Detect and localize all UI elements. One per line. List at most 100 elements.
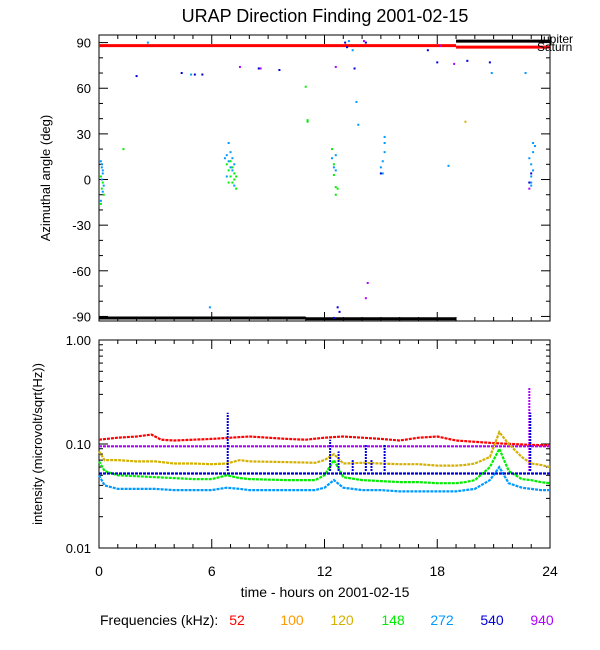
azimuth-point [259,67,262,70]
azimuth-point [447,164,450,167]
azimuth-point [379,166,382,169]
azimuth-point [229,151,232,154]
azimuth-point [530,181,533,184]
azimuth-point [235,175,238,178]
azimuth-point [100,187,103,190]
azimuth-point [426,49,429,52]
azimuth-point [100,178,103,181]
azimuth-point [530,172,533,175]
azimuth-point [332,173,335,176]
intensity-series [98,387,551,493]
azimuth-point [366,281,369,284]
azimuth-point [227,181,230,184]
azimuth-point [334,193,337,196]
azimuth-point [530,184,533,187]
intensity-series-line [98,465,550,493]
azimuth-point [524,72,527,75]
azimuth-point [223,157,226,160]
azimuth-point [231,181,234,184]
azimuth-ticks: -90 -60 -30 0 30 60 90 [72,35,551,324]
x-tick-label: 24 [542,563,558,579]
chart-title: URAP Direction Finding 2001-02-15 [182,6,469,26]
azimuth-point [332,163,335,166]
azimuth-point [488,61,491,64]
azimuth-ylabel: Azimuthal angle (deg) [38,115,53,241]
azimuth-point [99,175,102,178]
legend-frequency-100: 100 [280,612,304,628]
azimuth-point [453,62,456,65]
intensity-plot-frame [98,339,551,549]
azimuth-point [344,41,347,44]
azimuth-point [233,163,236,166]
azimuth-point [383,142,386,145]
azimuth-point [99,160,102,163]
azimuth-point [334,154,337,157]
legend-frequency-52: 52 [229,612,245,628]
intensity-ticks: 0.01 0.10 1.00 0 6 12 18 24 [66,333,558,579]
azimuth-point [304,85,307,88]
azimuth-point [334,65,337,68]
azimuth-point [229,166,232,169]
intensity-panel: 0.01 0.10 1.00 0 6 12 18 24 intensity (microvol… [30,333,558,579]
legend-frequency-540: 540 [480,612,504,628]
azimuth-point [102,184,105,187]
azimuth-point [528,181,531,184]
azimuth-point [306,120,309,123]
azimuth-point [530,175,533,178]
legend-frequency-148: 148 [381,612,405,628]
azimuth-point [357,123,360,126]
saturn-label: Saturn [537,40,572,54]
azimuth-point [102,193,105,196]
azimuth-point [229,175,232,178]
azimuth-point [235,187,238,190]
azimuth-point [379,172,382,175]
azimuth-point [193,73,196,76]
azimuth-point [528,187,531,190]
azimuth-point [490,72,493,75]
legend-frequency-120: 120 [330,612,354,628]
azimuth-point [227,160,230,163]
intensity-ylabel: intensity (microvolt/sqrt(Hz)) [30,363,45,525]
azimuth-point [440,44,443,47]
azimuth-point [190,73,193,76]
y-tick-label: -60 [72,264,91,279]
azimuth-point [101,169,104,172]
azimuth-point [101,172,104,175]
azimuth-point [347,40,350,43]
azimuth-reference-lines [99,39,550,321]
azimuth-point [278,68,281,71]
azimuth-point [334,186,337,189]
y-tick-label: 90 [77,36,91,51]
azimuth-point [225,175,228,178]
azimuth-point [99,199,102,202]
azimuth-point [336,306,339,309]
azimuth-point [231,166,234,169]
x-tick-label: 6 [208,563,216,579]
azimuth-plot-frame [98,34,551,322]
azimuth-point [225,163,228,166]
azimuth-point [383,151,386,154]
y-tick-label: -90 [72,309,91,324]
azimuth-point [201,73,204,76]
azimuth-point [530,163,533,166]
azimuth-point [238,65,241,68]
azimuth-point [122,148,125,151]
azimuth-point [381,160,384,163]
azimuth-point [233,178,236,181]
y-tick-label: 60 [77,81,91,96]
x-tick-label: 12 [317,563,333,579]
azimuth-point [100,163,103,166]
azimuth-point [466,59,469,62]
azimuth-point [532,151,535,154]
intensity-series-line [98,446,551,485]
frequency-legend: Frequencies (kHz): 52 100 120 148 272 540 940 [100,612,554,628]
azimuth-panel: -90 -60 -30 0 30 60 90 Jupiter Saturn Azimutha… [38,32,573,324]
y-tick-label: 0 [84,173,91,188]
azimuth-point [208,306,211,309]
azimuth-point [331,148,334,151]
azimuth-point [381,172,384,175]
azimuth-point [146,41,149,44]
azimuth-point [231,157,234,160]
intensity-y-tick-label: 0.01 [66,541,91,556]
